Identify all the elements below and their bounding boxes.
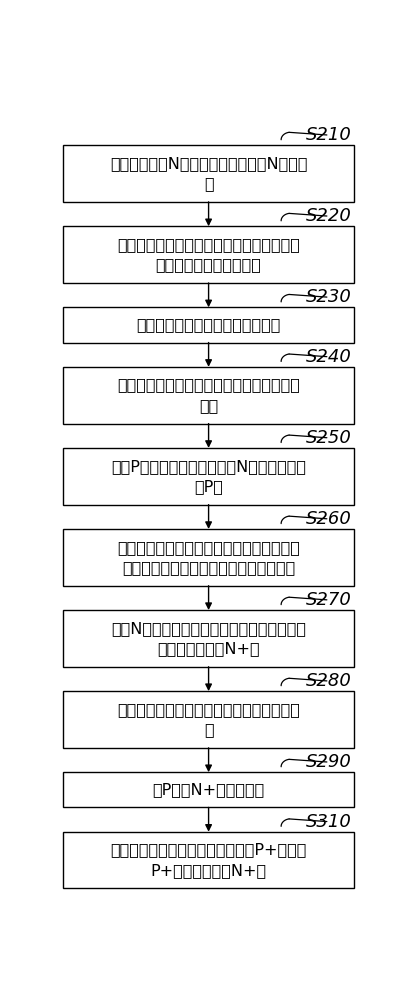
Text: S240: S240 (306, 348, 352, 366)
Bar (63, 448, 354, 505)
Bar (63, 226, 354, 283)
Text: S210: S210 (306, 126, 352, 144)
Bar (63, 772, 354, 807)
Text: S270: S270 (306, 591, 352, 609)
Text: S310: S310 (306, 813, 352, 831)
Bar (63, 832, 354, 888)
Bar (63, 367, 354, 424)
Text: S220: S220 (306, 207, 352, 225)
Bar (63, 145, 354, 202)
Text: S250: S250 (306, 429, 352, 447)
Bar (63, 691, 354, 748)
Bar (63, 610, 354, 667)
Text: S280: S280 (306, 672, 352, 690)
Text: S260: S260 (306, 510, 352, 528)
Text: 在沟槽内淀积氧化层，刻蚀后在沟槽侧壁形
成氧化膜、在沟槽底部两侧形成侧墙结构: 在沟槽内淀积氧化层，刻蚀后在沟槽侧壁形 成氧化膜、在沟槽底部两侧形成侧墙结构 (117, 540, 300, 575)
Text: S290: S290 (306, 753, 352, 771)
Text: 注入N型离子，在氧化膜和侧墙的阻挡下通过
自对准注入形成N+区: 注入N型离子，在氧化膜和侧墙的阻挡下通过 自对准注入形成N+区 (111, 621, 306, 656)
Text: 对P阱和N+区进行退火: 对P阱和N+区进行退火 (153, 782, 265, 797)
Text: 注入P型离子，在沟槽周围的N型缓冲区内形
成P阱: 注入P型离子，在沟槽周围的N型缓冲区内形 成P阱 (111, 459, 306, 494)
Text: 进行衬垫氧化，在沟槽的内表面形成衬垫氧
化层: 进行衬垫氧化，在沟槽的内表面形成衬垫氧 化层 (117, 378, 300, 413)
Bar (63, 529, 354, 586)
Bar (63, 307, 354, 343)
Text: S230: S230 (306, 288, 352, 306)
Text: 向硅晶圆注入N型离子，并推阱形成N型缓冲
区: 向硅晶圆注入N型离子，并推阱形成N型缓冲 区 (110, 156, 307, 191)
Text: 在沟槽内淀积多晶硅，刻蚀后将硬掩膜层剥
除: 在沟槽内淀积多晶硅，刻蚀后将硬掩膜层剥 除 (117, 702, 300, 737)
Text: 通过光刻和刻蚀在沟槽的两侧形成P+结、在
P+结的两侧形成N+结: 通过光刻和刻蚀在沟槽的两侧形成P+结、在 P+结的两侧形成N+结 (110, 842, 307, 878)
Text: 淀积硬掩膜层，并进行沟槽光刻和刻蚀，将
硬掩膜层刻蚀出沟槽窗口: 淀积硬掩膜层，并进行沟槽光刻和刻蚀，将 硬掩膜层刻蚀出沟槽窗口 (117, 237, 300, 272)
Text: 刻蚀沟槽窗口下方的硅，形成沟槽: 刻蚀沟槽窗口下方的硅，形成沟槽 (136, 317, 281, 332)
